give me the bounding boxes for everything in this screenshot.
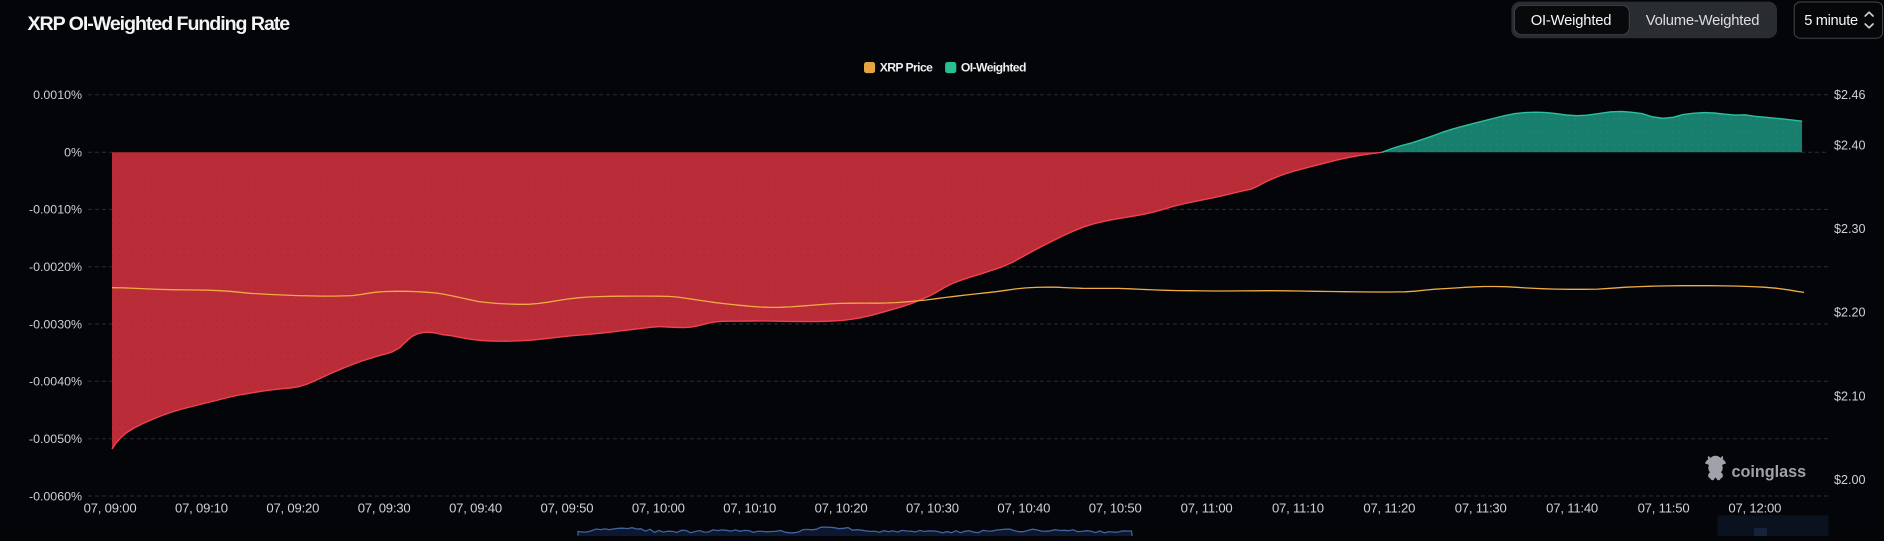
svg-text:07, 11:20: 07, 11:20 bbox=[1363, 500, 1415, 515]
svg-text:07, 10:10: 07, 10:10 bbox=[723, 500, 776, 515]
svg-text:$2.30: $2.30 bbox=[1834, 222, 1866, 236]
svg-text:-0.0050%: -0.0050% bbox=[29, 432, 82, 446]
svg-text:Volume-Weighted: Volume-Weighted bbox=[1646, 13, 1760, 29]
svg-text:07, 10:00: 07, 10:00 bbox=[632, 500, 685, 515]
svg-text:07, 11:30: 07, 11:30 bbox=[1455, 500, 1507, 515]
svg-text:$2.40: $2.40 bbox=[1834, 138, 1866, 152]
svg-text:$2.10: $2.10 bbox=[1834, 389, 1866, 403]
svg-text:XRP Price: XRP Price bbox=[880, 60, 933, 74]
svg-text:-0.0060%: -0.0060% bbox=[29, 489, 82, 503]
svg-text:07, 10:20: 07, 10:20 bbox=[815, 500, 868, 515]
svg-text:07, 09:30: 07, 09:30 bbox=[358, 500, 411, 515]
svg-text:$2.46: $2.46 bbox=[1834, 88, 1866, 102]
svg-text:07, 11:10: 07, 11:10 bbox=[1272, 500, 1324, 515]
svg-text:07, 09:20: 07, 09:20 bbox=[266, 500, 319, 515]
svg-text:07, 10:30: 07, 10:30 bbox=[906, 500, 959, 515]
svg-text:07, 09:50: 07, 09:50 bbox=[540, 500, 593, 515]
svg-text:-0.0040%: -0.0040% bbox=[29, 375, 82, 389]
svg-text:XRP OI-Weighted Funding Rate: XRP OI-Weighted Funding Rate bbox=[28, 13, 291, 35]
svg-text:0%: 0% bbox=[64, 146, 82, 160]
svg-text:-0.0030%: -0.0030% bbox=[29, 317, 82, 331]
svg-text:07, 12:00: 07, 12:00 bbox=[1728, 500, 1781, 515]
svg-text:OI-Weighted: OI-Weighted bbox=[961, 60, 1026, 74]
svg-text:-0.0010%: -0.0010% bbox=[29, 203, 82, 217]
svg-text:07, 11:00: 07, 11:00 bbox=[1181, 500, 1233, 515]
svg-text:5 minute: 5 minute bbox=[1804, 13, 1858, 29]
svg-text:$2.00: $2.00 bbox=[1834, 473, 1866, 487]
svg-text:07, 09:00: 07, 09:00 bbox=[84, 500, 137, 515]
svg-text:07, 09:10: 07, 09:10 bbox=[175, 500, 228, 515]
svg-text:07, 11:40: 07, 11:40 bbox=[1546, 500, 1598, 515]
svg-text:coinglass: coinglass bbox=[1732, 463, 1807, 481]
svg-text:07, 10:40: 07, 10:40 bbox=[997, 500, 1050, 515]
svg-text:07, 10:50: 07, 10:50 bbox=[1089, 500, 1142, 515]
svg-text:OI-Weighted: OI-Weighted bbox=[1531, 13, 1612, 29]
svg-text:0.0010%: 0.0010% bbox=[33, 88, 82, 102]
svg-text:07, 11:50: 07, 11:50 bbox=[1638, 500, 1690, 515]
svg-text:07, 09:40: 07, 09:40 bbox=[449, 500, 502, 515]
svg-text:$2.20: $2.20 bbox=[1834, 306, 1866, 320]
svg-text:-0.0020%: -0.0020% bbox=[29, 260, 82, 274]
